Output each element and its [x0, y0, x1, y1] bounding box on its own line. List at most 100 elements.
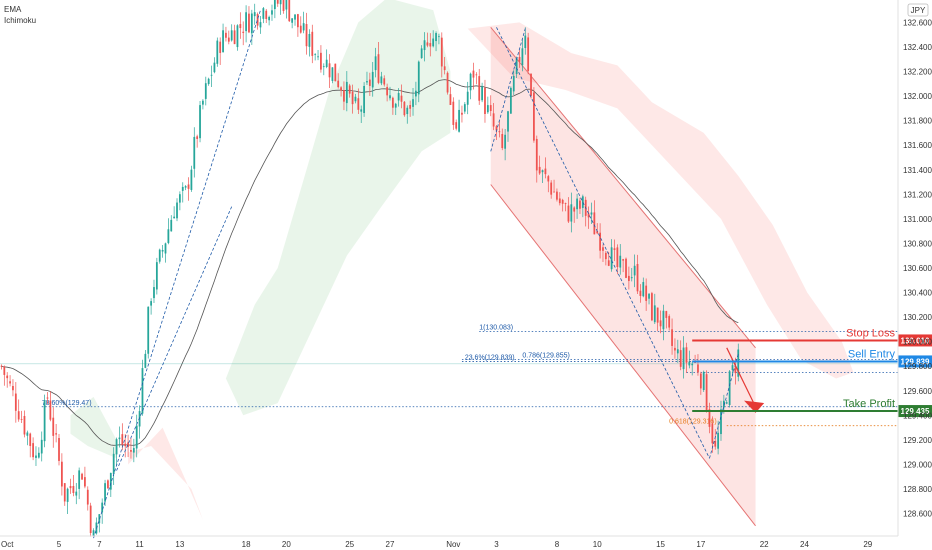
time-tick-16: 24: [800, 540, 809, 549]
candle-body: [155, 262, 158, 290]
price-tick-14: 131.400: [903, 166, 932, 175]
candle-body: [135, 425, 138, 449]
candle-194: [558, 192, 561, 206]
candle-104: [299, 16, 302, 34]
candle-206: [593, 200, 596, 235]
candle-77: [222, 23, 224, 53]
candle-52: [150, 298, 152, 315]
candle-body: [227, 37, 230, 42]
candle-68: [196, 134, 199, 148]
candle-body: [141, 368, 144, 414]
candle-body: [210, 74, 213, 76]
candle-253: [728, 369, 731, 408]
candle-body: [322, 66, 325, 68]
candle-145: [417, 60, 420, 103]
candle-body: [193, 136, 196, 169]
candle-body: [147, 306, 150, 354]
candle-180: [518, 50, 521, 68]
candle-139: [400, 84, 403, 109]
candle-body: [573, 207, 576, 212]
candle-45: [130, 438, 132, 459]
candle-body: [279, 0, 282, 5]
arrow-head: [744, 400, 765, 413]
candle-119: [343, 81, 345, 111]
candle-body: [455, 122, 458, 129]
price-tick-5: 129.600: [903, 387, 932, 396]
candle-93: [268, 15, 271, 26]
candle-body: [273, 0, 276, 10]
candle-107: [308, 29, 311, 57]
candle-body: [409, 105, 412, 109]
candle-body: [368, 79, 371, 86]
candle-body: [627, 275, 630, 281]
candle-126: [363, 82, 365, 117]
candle-body: [52, 417, 55, 436]
candle-1: [3, 365, 6, 386]
candle-body: [440, 37, 443, 67]
candle-body: [84, 477, 86, 487]
time-tick-15: 22: [760, 540, 769, 549]
candle-body: [337, 80, 340, 88]
candle-78: [225, 26, 227, 42]
candle-87: [250, 9, 253, 45]
candle-182: [524, 27, 527, 55]
candle-135: [389, 86, 391, 101]
candle-body: [668, 316, 671, 328]
candle-134: [386, 83, 389, 102]
stop-loss-badge: [898, 334, 932, 347]
candle-186: [535, 135, 538, 183]
candle-body: [429, 43, 432, 47]
candle-body: [682, 347, 685, 370]
candle-115: [331, 67, 334, 84]
candle-body: [547, 176, 550, 182]
candle-body: [268, 16, 271, 21]
candle-body: [348, 85, 351, 94]
sell-entry-badge-text: 129.839: [901, 357, 930, 366]
candle-body: [443, 66, 446, 71]
candle-body: [86, 489, 89, 505]
candle-243: [699, 371, 702, 395]
candle-body: [3, 366, 6, 375]
candle-105: [302, 11, 305, 34]
candle-21: [60, 453, 63, 496]
candle-234: [674, 338, 676, 359]
candle-body: [291, 18, 294, 23]
candle-body: [564, 203, 567, 204]
candle-117: [337, 73, 340, 89]
candle-140: [403, 101, 406, 117]
time-tick-1: 5: [57, 540, 62, 549]
candle-250: [720, 400, 722, 441]
candle-body: [245, 12, 247, 32]
candle-184: [530, 73, 532, 99]
candle-body: [607, 260, 610, 266]
ichimoku-cloud: [70, 0, 854, 520]
candle-61: [176, 198, 178, 222]
candle-body: [58, 438, 60, 461]
candle-body: [676, 349, 679, 354]
candle-9: [26, 430, 29, 446]
candle-136: [391, 96, 394, 115]
candle-body: [9, 381, 11, 384]
candle-124: [357, 88, 360, 114]
take-profit-label: Take Profit: [843, 398, 895, 410]
candle-54: [155, 257, 158, 295]
candle-252: [725, 399, 728, 405]
candle-body: [541, 170, 544, 173]
candle-body: [101, 502, 104, 513]
candle-body: [377, 54, 380, 83]
candle-body: [213, 62, 216, 73]
candle-245: [705, 370, 708, 413]
candle-body: [561, 199, 564, 204]
candle-215: [619, 244, 622, 275]
candle-body: [478, 76, 481, 101]
candle-207: [596, 223, 599, 235]
candle-body: [397, 93, 400, 101]
candle-209: [602, 244, 604, 262]
candle-body: [593, 212, 596, 235]
candle-204: [587, 206, 590, 229]
candle-83: [239, 12, 242, 39]
candle-body: [40, 439, 43, 454]
candle-181: [521, 38, 524, 72]
price-axis: 128.600 128.800 129.000 129.200 129.400 129.6…: [897, 0, 932, 536]
